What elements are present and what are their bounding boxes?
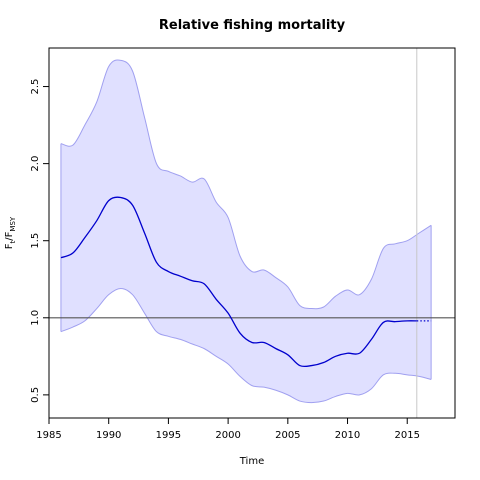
- y-label-main: F: [4, 243, 15, 249]
- x-axis-label: Time: [239, 456, 264, 467]
- y-tick-label-1: 1.0: [30, 310, 41, 326]
- y-axis-label: Ft/FMSY: [4, 216, 17, 249]
- x-tick-label-1990: 1990: [96, 430, 121, 441]
- y-tick-label-2: 1.5: [30, 233, 41, 249]
- plot-frame: [48, 47, 456, 419]
- y-tick-label-4: 2.5: [30, 79, 41, 95]
- y-label-sub1: t: [9, 240, 17, 243]
- x-tick-label-2010: 2010: [335, 430, 360, 441]
- confidence-band: [60, 59, 432, 403]
- upper-bound-line: [60, 59, 432, 310]
- estimate-line: [60, 196, 417, 368]
- lower-bound-line: [60, 287, 432, 404]
- y-tick-label-3: 2.0: [30, 156, 41, 172]
- x-tick-label-2015: 2015: [395, 430, 420, 441]
- x-tick-label-1985: 1985: [36, 430, 61, 441]
- y-label-sep: /F: [4, 231, 15, 240]
- y-label-sub2: MSY: [9, 216, 17, 231]
- y-tick-label-0: 0.5: [30, 387, 41, 403]
- chart-title: Relative fishing mortality: [159, 18, 346, 33]
- plot-area: [49, 48, 455, 418]
- axes: 1985 1990 1995 2000 2005 2010 2015 0.5 1.0 1.5 2.0…: [30, 47, 456, 441]
- x-tick-label-1995: 1995: [156, 430, 181, 441]
- x-tick-label-2005: 2005: [275, 430, 300, 441]
- x-tick-label-2000: 2000: [215, 430, 240, 441]
